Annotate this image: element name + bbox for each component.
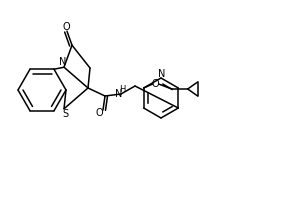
Text: O: O bbox=[152, 79, 160, 89]
Text: O: O bbox=[95, 108, 103, 118]
Text: N: N bbox=[115, 89, 123, 99]
Text: N: N bbox=[59, 57, 67, 67]
Text: N: N bbox=[158, 69, 166, 79]
Text: O: O bbox=[62, 22, 70, 32]
Text: H: H bbox=[119, 84, 125, 94]
Text: S: S bbox=[62, 109, 68, 119]
